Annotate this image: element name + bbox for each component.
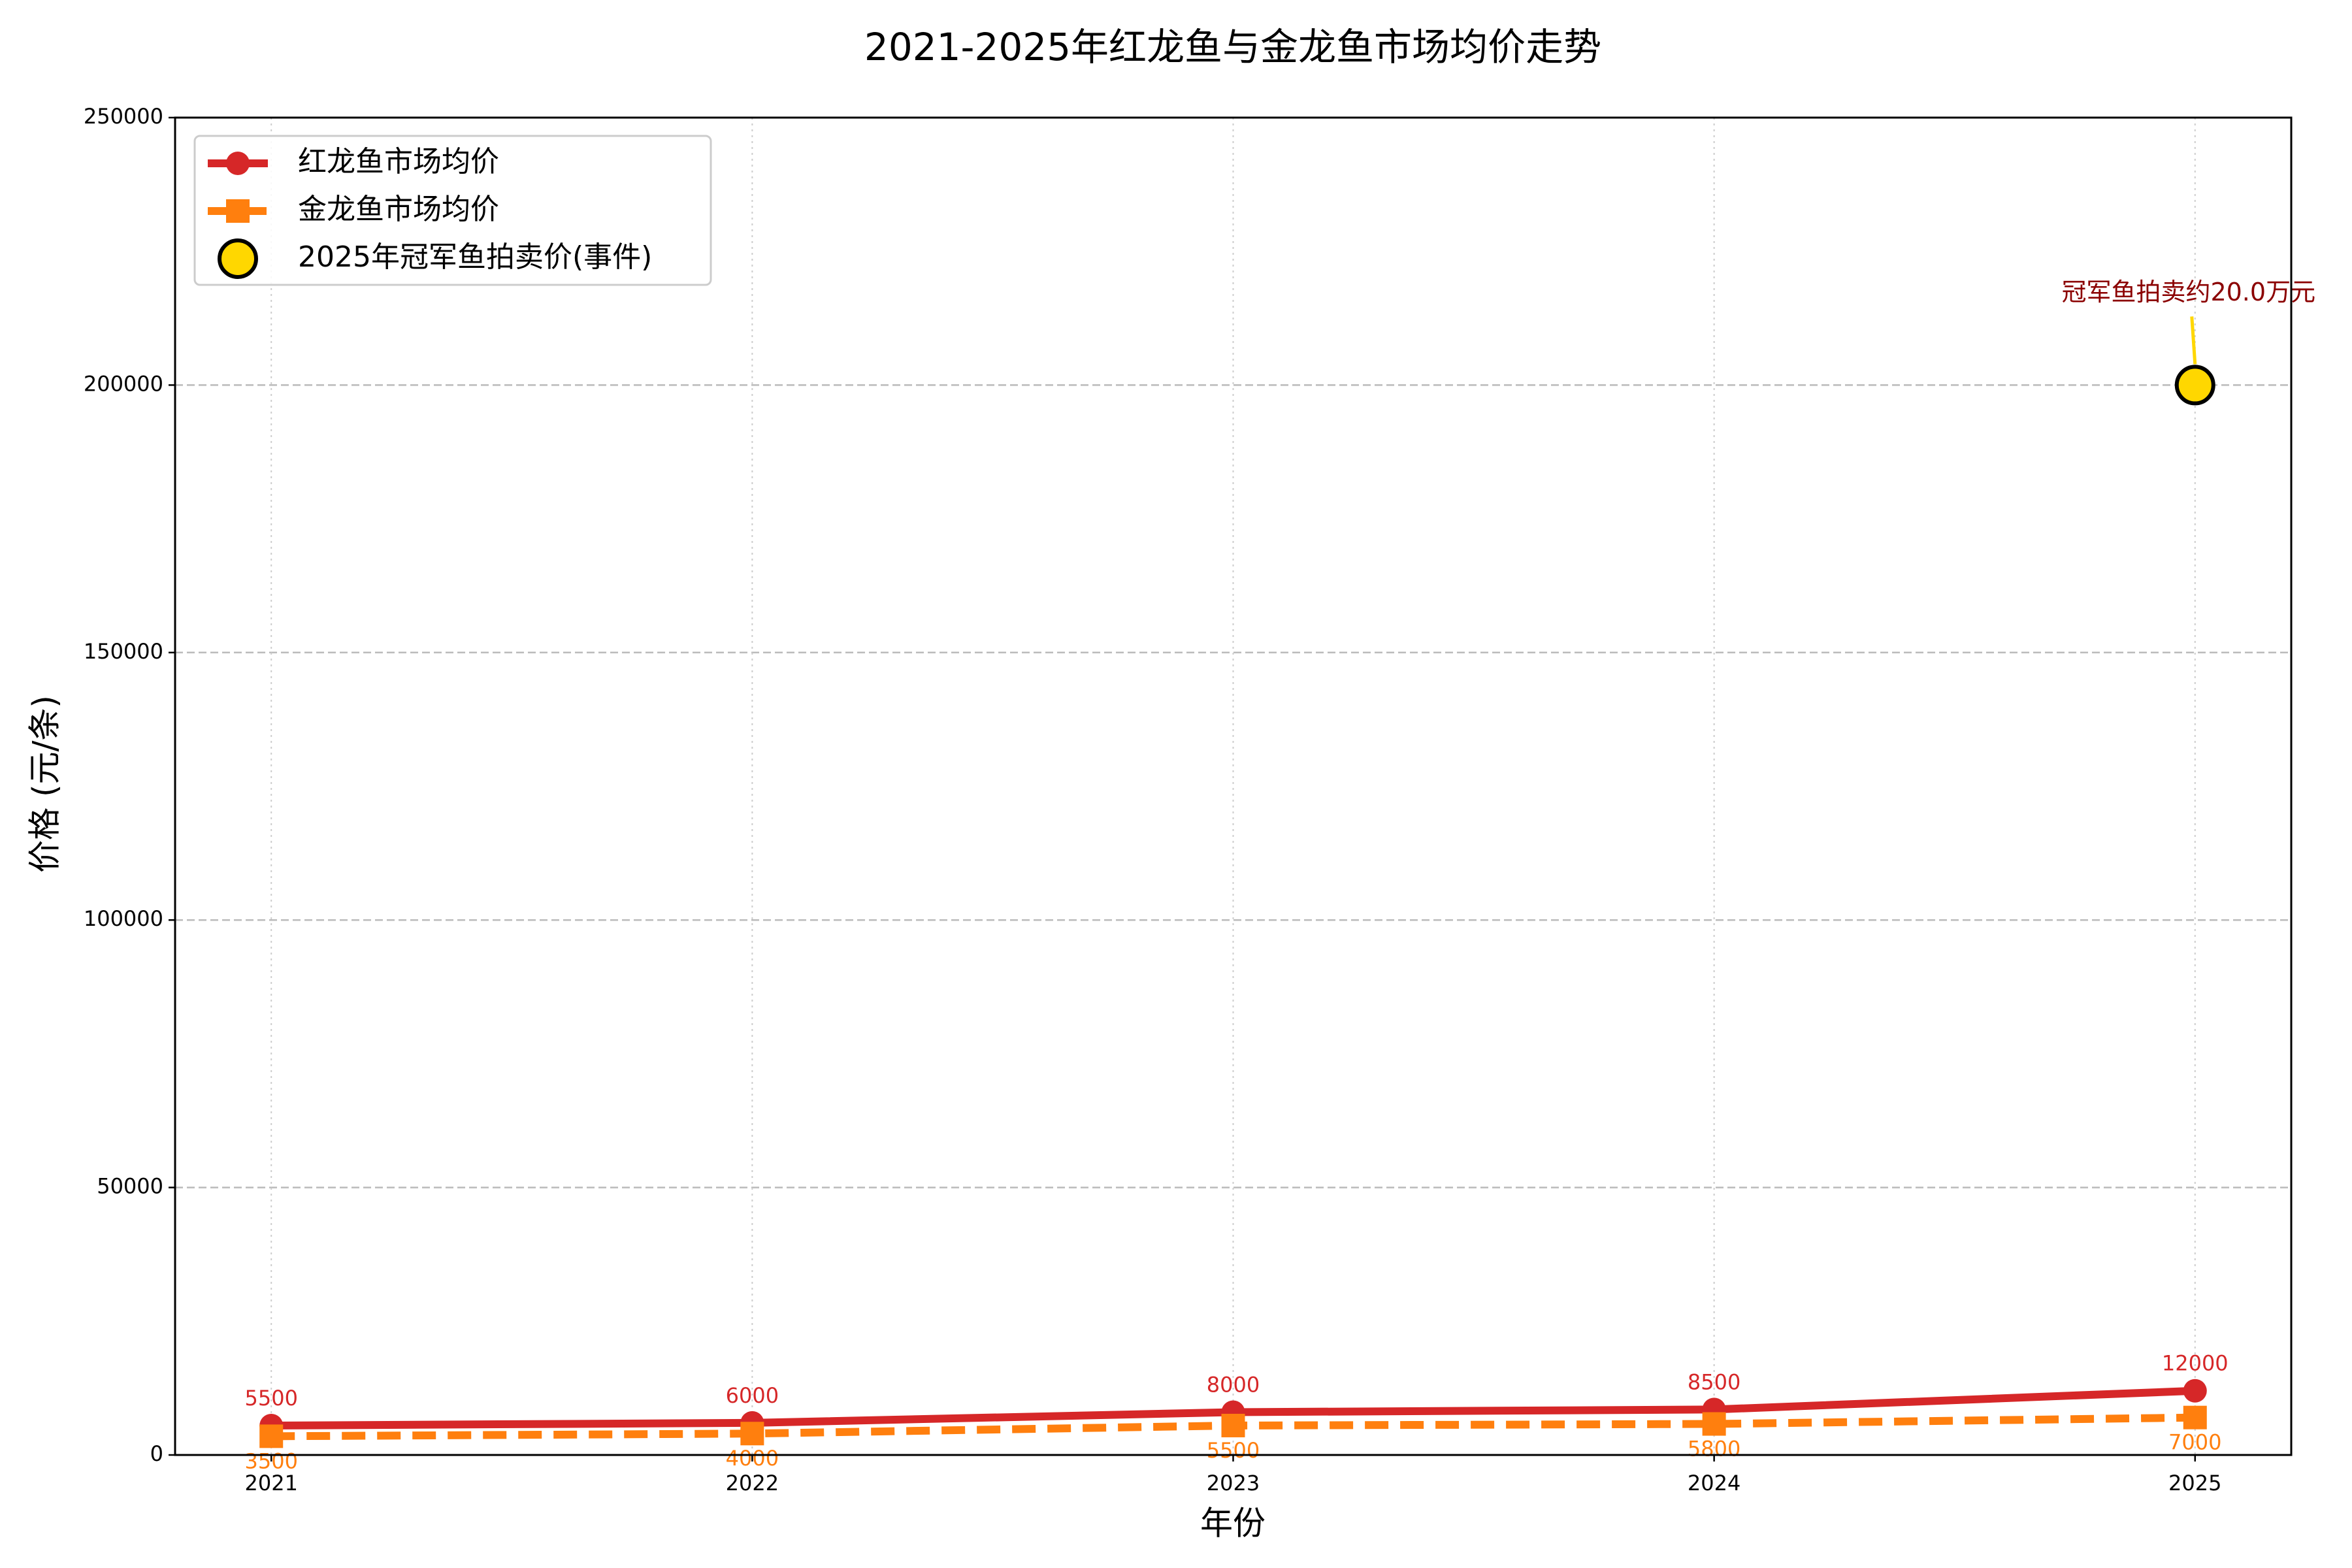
x-tick-label: 2021 <box>245 1471 298 1495</box>
y-tick-label: 200000 <box>84 371 163 396</box>
data-point <box>259 1424 284 1448</box>
legend-label: 金龙鱼市场均价 <box>298 193 499 226</box>
x-tick-label: 2025 <box>2168 1471 2221 1495</box>
legend-marker <box>218 238 258 279</box>
y-tick-label: 250000 <box>84 104 163 129</box>
data-label: 8500 <box>1688 1369 1740 1394</box>
data-label: 5500 <box>1207 1438 1260 1463</box>
legend-label: 红龙鱼市场均价 <box>298 145 499 178</box>
annotation-arrow <box>2190 316 2197 365</box>
data-label: 4000 <box>726 1446 779 1471</box>
data-label: 7000 <box>2168 1430 2221 1455</box>
y-tick-label: 100000 <box>84 906 163 931</box>
y-tick-label: 50000 <box>97 1174 163 1199</box>
data-label: 5500 <box>245 1386 298 1411</box>
legend-marker <box>226 152 250 175</box>
y-axis-label: 价格 (元/条) <box>26 695 64 873</box>
y-tick-label: 0 <box>150 1441 163 1466</box>
data-point <box>1702 1412 1726 1436</box>
legend-frame <box>193 135 712 286</box>
x-tick-label: 2023 <box>1207 1471 1260 1495</box>
legend-marker <box>226 199 250 223</box>
data-label: 3500 <box>245 1448 298 1473</box>
data-label: 6000 <box>726 1383 779 1408</box>
annotation: 冠军鱼拍卖约20.0万元 <box>2061 278 2315 306</box>
chart-title: 2021-2025年红龙鱼与金龙鱼市场均价走势 <box>864 25 1601 69</box>
data-label: 5800 <box>1688 1437 1740 1462</box>
plot-frame <box>174 116 2293 1456</box>
data-point <box>2183 1405 2207 1429</box>
data-label: 12000 <box>2162 1351 2229 1376</box>
data-point <box>740 1422 764 1446</box>
data-label: 8000 <box>1207 1372 1260 1397</box>
x-tick-label: 2022 <box>726 1471 779 1495</box>
x-axis-label: 年份 <box>1200 1505 1266 1543</box>
data-point <box>2183 1379 2207 1403</box>
y-tick-label: 150000 <box>84 639 163 664</box>
legend-label: 2025年冠军鱼拍卖价(事件) <box>298 240 652 274</box>
x-tick-label: 2024 <box>1688 1471 1740 1495</box>
data-point <box>1221 1413 1245 1437</box>
event-point <box>2174 365 2215 406</box>
